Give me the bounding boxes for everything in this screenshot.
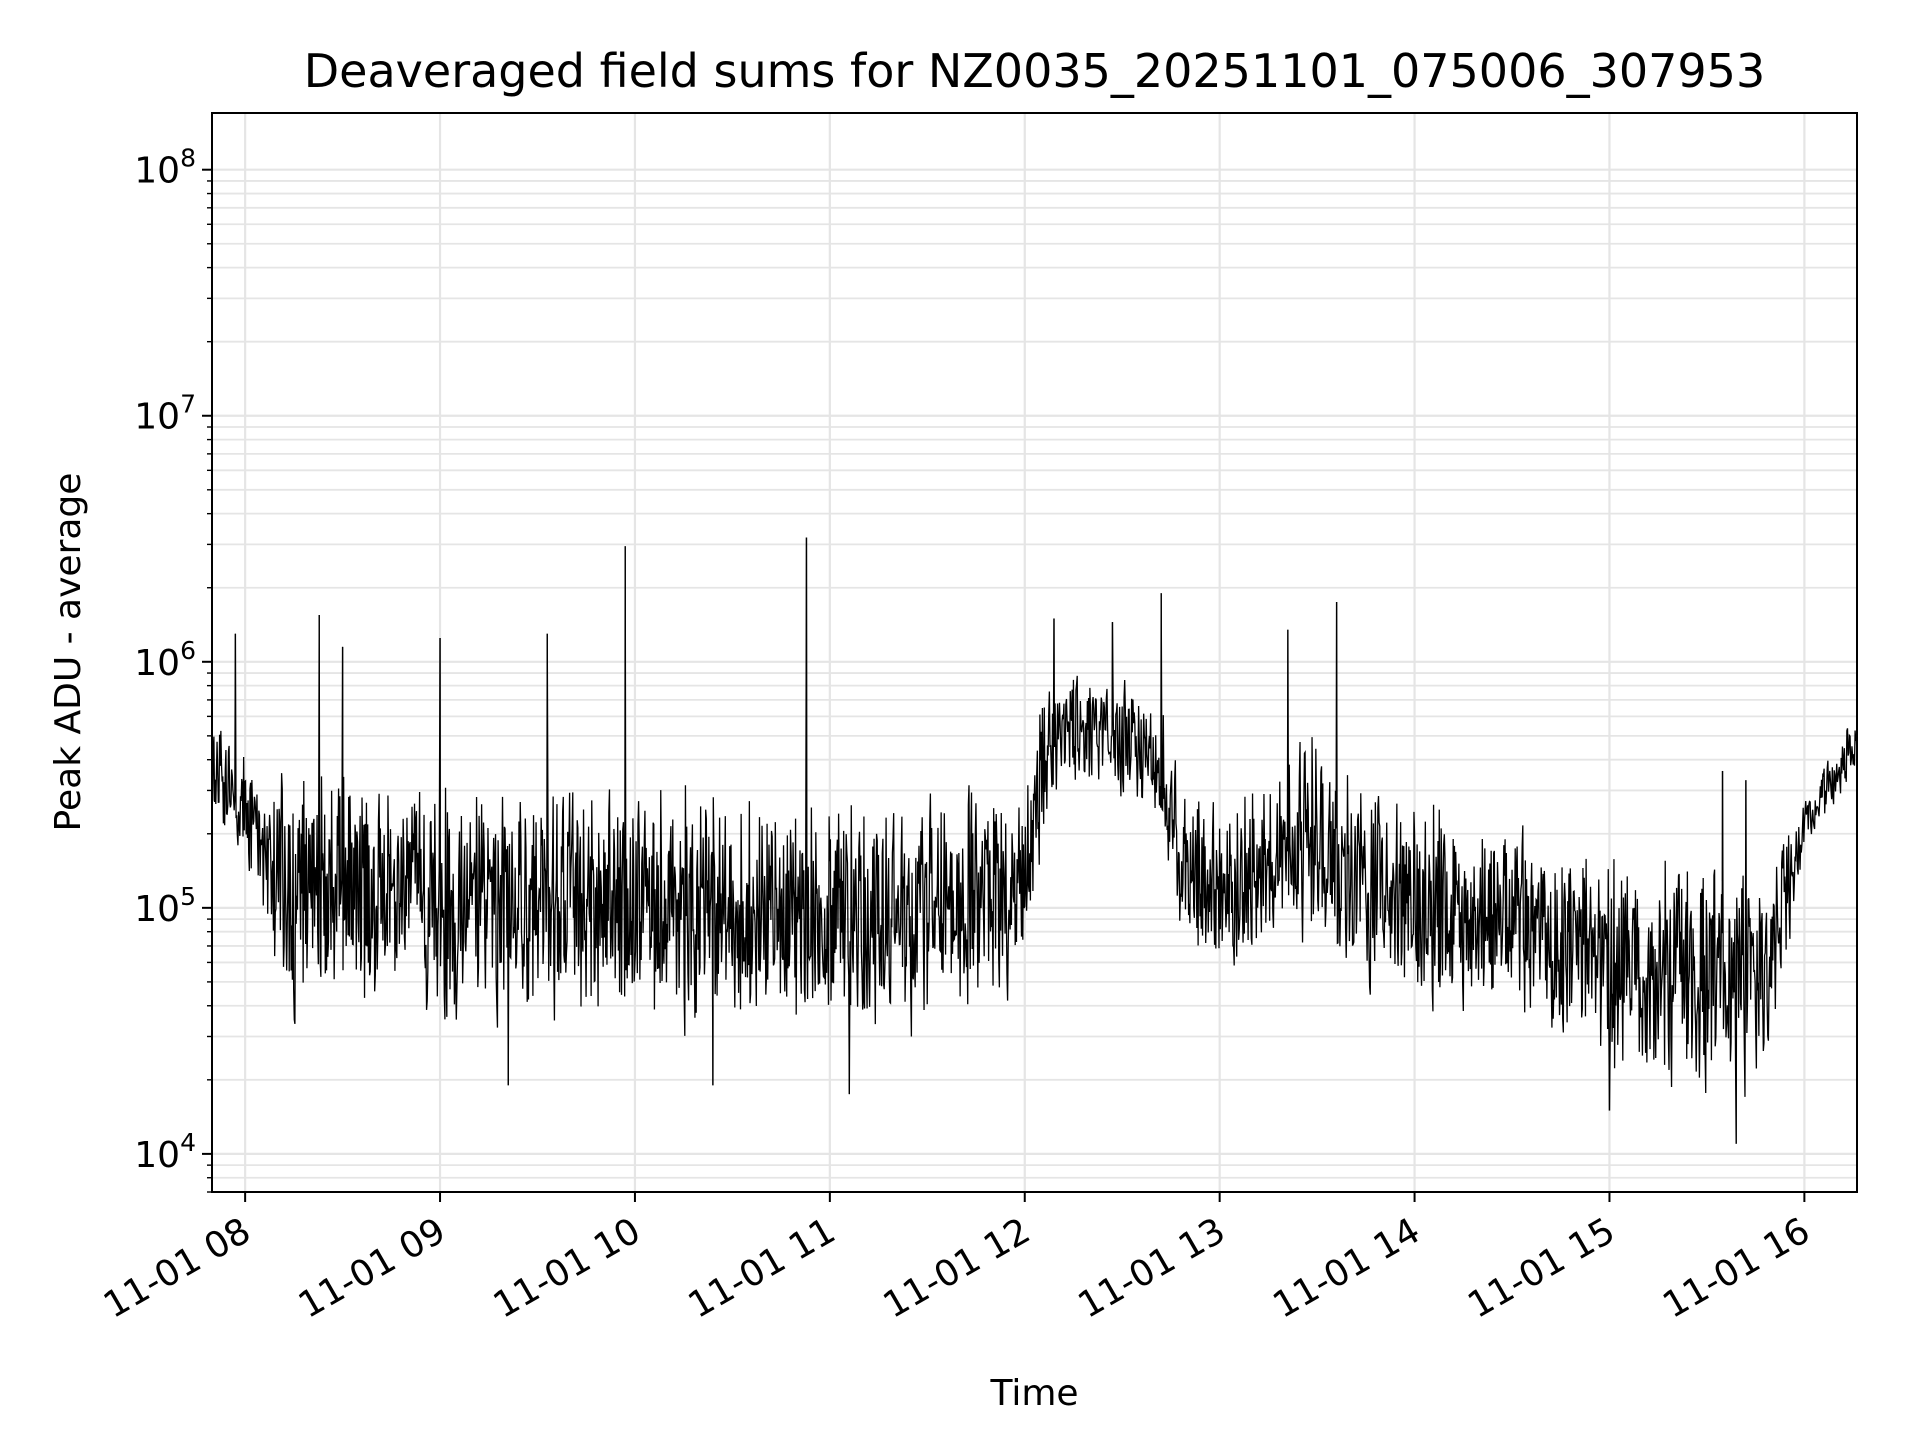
y-tick-label: 105 <box>134 882 196 930</box>
y-tick-label: 106 <box>134 636 196 684</box>
x-axis-label: Time <box>989 1373 1078 1414</box>
chart-title: Deaveraged field sums for NZ0035_2025110… <box>304 44 1765 98</box>
data-series <box>211 537 1858 1144</box>
y-tick-label: 104 <box>134 1128 196 1176</box>
series-line <box>211 537 1858 1144</box>
y-axis-label: Peak ADU - average <box>48 473 89 832</box>
y-tick-label: 107 <box>134 390 196 438</box>
y-tick-label: 108 <box>134 144 196 192</box>
axes-frame <box>211 112 1858 1193</box>
